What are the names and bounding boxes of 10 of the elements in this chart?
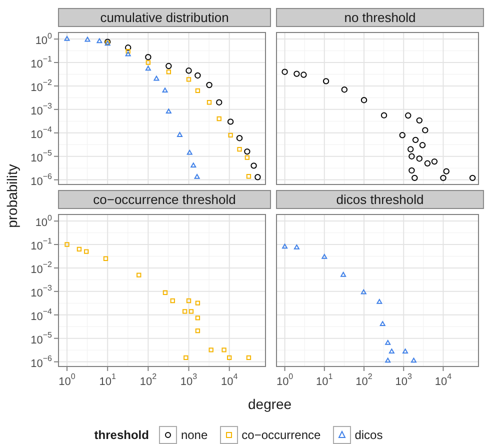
chart-title: cumulative distribution xyxy=(58,8,271,27)
legend-label: dicos xyxy=(354,428,383,442)
legend-label: co−occurrence xyxy=(242,428,321,442)
chart-title: dicos threshold xyxy=(276,190,484,209)
chart-title: no threshold xyxy=(276,8,484,27)
y-axis-title: probability xyxy=(4,164,20,228)
legend-title: threshold xyxy=(94,428,149,442)
x-axis-title: degree xyxy=(248,396,292,412)
chart-title: co−occurrence threshold xyxy=(58,190,271,209)
legend-label: none xyxy=(180,428,208,442)
